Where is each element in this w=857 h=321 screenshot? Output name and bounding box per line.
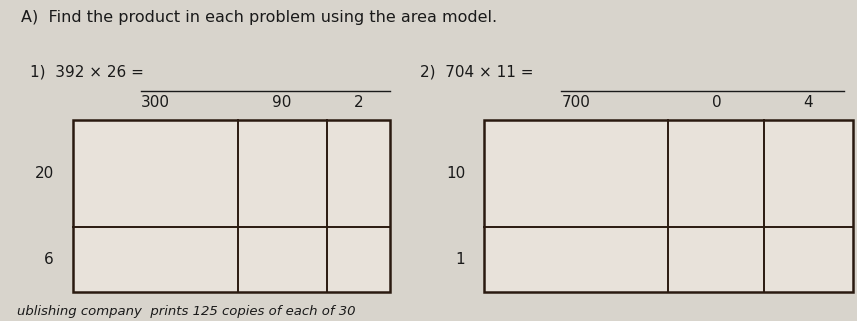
Text: A)  Find the product in each problem using the area model.: A) Find the product in each problem usin… [21,10,498,25]
Text: 90: 90 [273,95,292,110]
Text: 4: 4 [804,95,813,110]
Bar [484,120,853,292]
Text: 0: 0 [711,95,722,110]
Text: 20: 20 [35,166,54,181]
Text: 10: 10 [446,166,465,181]
Text: 2)  704 × 11 =: 2) 704 × 11 = [420,64,533,79]
Text: ublishing company  prints 125 copies of each of 30: ublishing company prints 125 copies of e… [17,305,356,318]
Text: 700: 700 [562,95,590,110]
Bar [73,120,390,292]
Text: 2: 2 [353,95,363,110]
Text: 6: 6 [45,252,54,267]
Bar [484,120,853,292]
Text: 1)  392 × 26 =: 1) 392 × 26 = [30,64,144,79]
Bar [73,120,390,292]
Text: 300: 300 [141,95,170,110]
Text: 1: 1 [456,252,465,267]
